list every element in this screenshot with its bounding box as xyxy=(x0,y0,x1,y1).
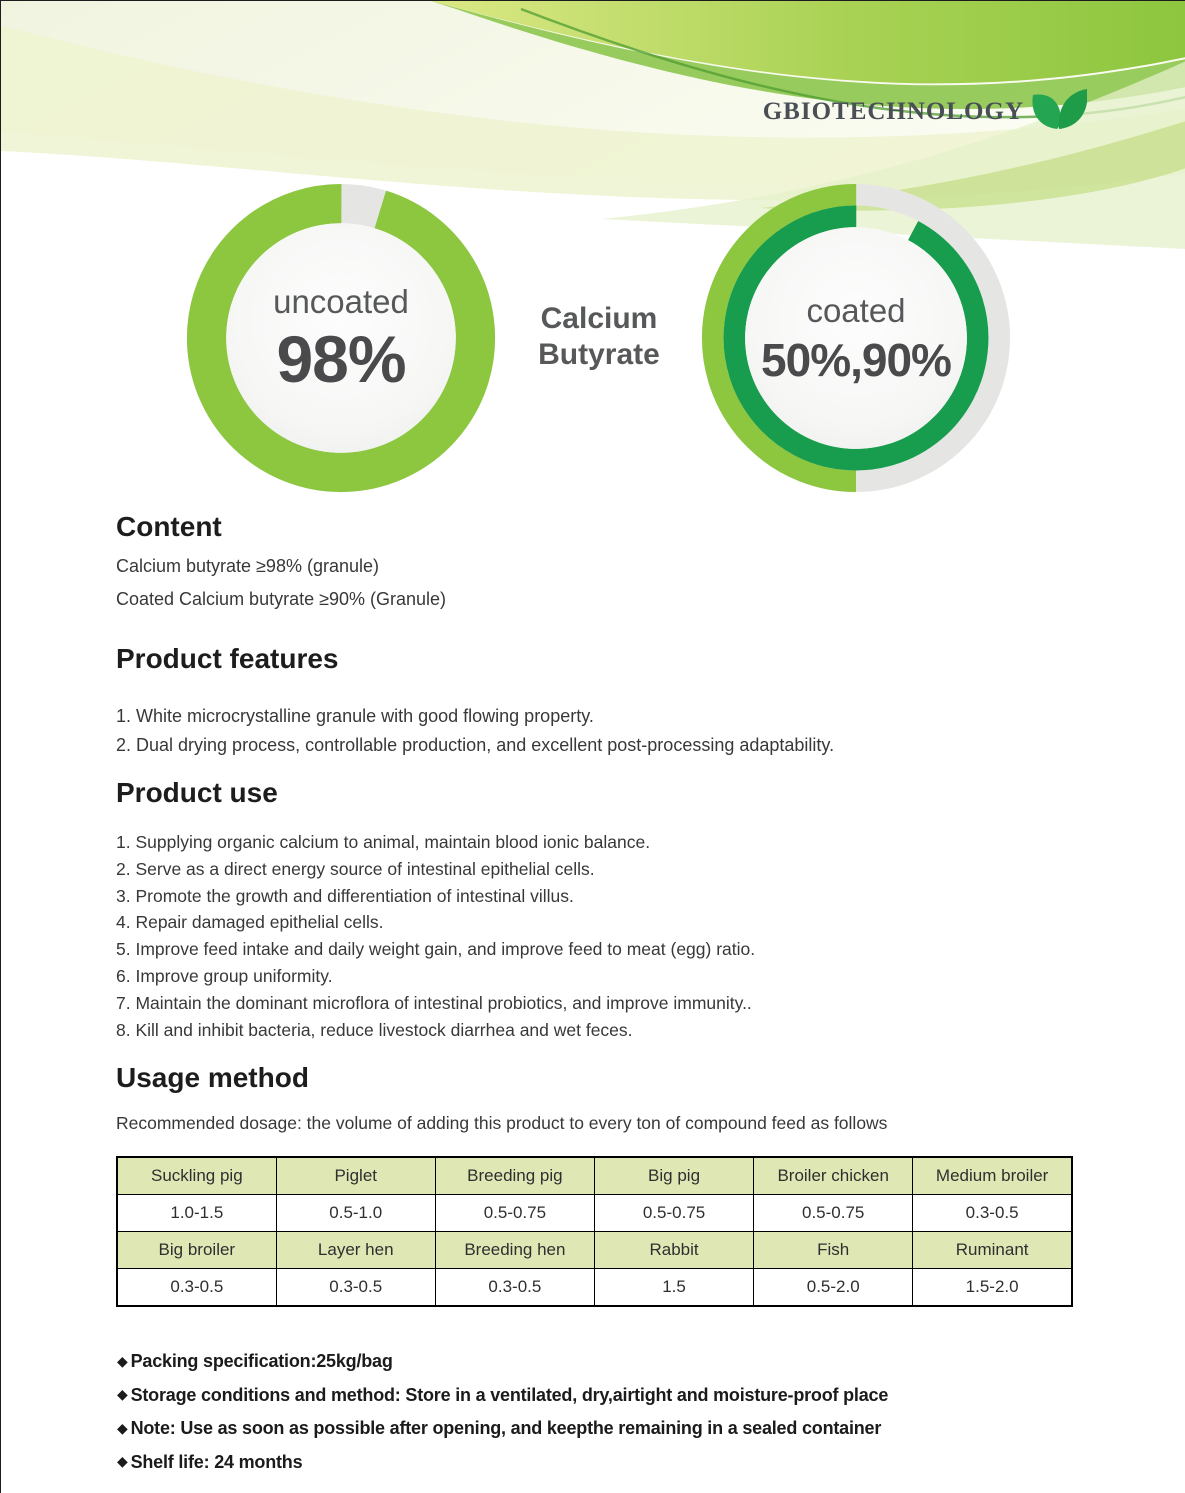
section-content: Content Calcium butyrate ≥98% (granule) … xyxy=(116,510,1076,609)
content-line: Calcium butyrate ≥98% (granule) xyxy=(116,556,379,576)
dosage-table: Suckling pig Piglet Breeding pig Big pig… xyxy=(116,1156,1073,1307)
section-product-features: Product features 1. White microcrystalli… xyxy=(116,642,1076,759)
value-cell: 0.3-0.5 xyxy=(116,1268,277,1307)
header-cell: Piglet xyxy=(275,1156,436,1195)
header-cell: Big broiler xyxy=(116,1231,277,1269)
value-cell: 0.5-0.75 xyxy=(593,1194,755,1232)
coated-donut-rings xyxy=(701,183,1011,493)
value-cell: 1.0-1.5 xyxy=(116,1194,277,1232)
coated-label: coated xyxy=(806,291,906,329)
header-cell: Big pig xyxy=(593,1156,755,1195)
list-item: 3. Promote the growth and differentiatio… xyxy=(116,885,574,906)
list-item: 1. Supplying organic calcium to animal, … xyxy=(116,832,651,852)
footnote-text: Shelf life: 24 months xyxy=(130,1451,303,1472)
list-item: 8. Kill and inhibit bacteria, reduce liv… xyxy=(116,1019,633,1040)
list-item: 6. Improve group uniformity. xyxy=(116,965,333,986)
diamond-bullet-icon: ◆ xyxy=(117,1453,128,1469)
footnote-item: ◆ Packing specification:25kg/bag xyxy=(117,1345,1077,1379)
value-cell: 1.5-2.0 xyxy=(912,1268,1073,1307)
header-cell: Suckling pig xyxy=(116,1156,277,1195)
content-heading: Content xyxy=(116,511,222,542)
header-cell: Fish xyxy=(753,1231,914,1269)
product-features-heading: Product features xyxy=(116,643,339,674)
section-usage-method: Usage method Recommended dosage: the vol… xyxy=(116,1061,1076,1134)
usage-method-heading: Usage method xyxy=(116,1062,309,1093)
header-cell: Medium broiler xyxy=(912,1156,1073,1195)
footnote-item: ◆ Note: Use as soon as possible after ope… xyxy=(117,1412,1077,1446)
coated-donut-chart: coated 50%,90% xyxy=(699,181,1013,495)
header-cell: Layer hen xyxy=(275,1231,436,1269)
coated-donut-labels: coated 50%,90% xyxy=(699,181,1013,495)
header-cell: Broiler chicken xyxy=(753,1156,914,1195)
uncoated-donut-ring xyxy=(186,183,496,493)
value-cell: 0.5-1.0 xyxy=(275,1194,436,1232)
header-cell: Ruminant xyxy=(912,1231,1073,1269)
value-cell: 0.3-0.5 xyxy=(275,1268,436,1307)
uncoated-value: 98% xyxy=(276,321,406,396)
value-cell: 0.5-2.0 xyxy=(753,1268,914,1307)
product-use-list: 1. Supplying organic calcium to animal, … xyxy=(116,829,1076,1043)
list-item: 7. Maintain the dominant microflora of i… xyxy=(116,992,752,1013)
footnote-item: ◆ Shelf life: 24 months xyxy=(117,1446,1077,1480)
footnote-text: Packing specification:25kg/bag xyxy=(130,1351,393,1371)
header-cell: Breeding hen xyxy=(434,1231,595,1269)
footnotes: ◆ Packing specification:25kg/bag ◆ Storage… xyxy=(117,1345,1077,1479)
brand-logo-text: GBIOTECHNOLOGY xyxy=(762,98,1024,125)
header-cell: Rabbit xyxy=(593,1231,755,1269)
list-item: 2. Dual drying process, controllable pro… xyxy=(116,734,835,755)
table-row: Suckling pig Piglet Breeding pig Big pig… xyxy=(116,1156,1073,1195)
list-item: 4. Repair damaged epithelial cells. xyxy=(116,912,384,933)
uncoated-donut-labels: uncoated 98% xyxy=(184,181,498,495)
value-cell: 0.5-0.75 xyxy=(753,1194,914,1232)
list-item: 1. White microcrystalline granule with g… xyxy=(116,706,594,726)
diamond-bullet-icon: ◆ xyxy=(117,1386,128,1402)
dosage-intro: Recommended dosage: the volume of adding… xyxy=(116,1113,888,1133)
content-line: Coated Calcium butyrate ≥90% (Granule) xyxy=(116,589,447,609)
leaf-pair-icon xyxy=(1032,89,1087,129)
value-cell: 0.5-0.75 xyxy=(434,1194,595,1232)
table-row: 0.3-0.5 0.3-0.5 0.3-0.5 1.5 0.5-2.0 1.5-… xyxy=(116,1268,1073,1307)
product-title: Calcium Butyrate xyxy=(538,302,660,371)
brand-logo: GBIOTECHNOLOGY xyxy=(763,89,1087,135)
list-item: 5. Improve feed intake and daily weight … xyxy=(116,939,756,960)
uncoated-label: uncoated xyxy=(273,282,409,320)
footnote-text: Note: Use as soon as possible after open… xyxy=(130,1418,882,1438)
coated-value: 50%,90% xyxy=(761,333,952,386)
diamond-bullet-icon: ◆ xyxy=(117,1419,128,1436)
header-wave-art xyxy=(1,1,1185,249)
product-features-list: 1. White microcrystalline granule with g… xyxy=(116,702,1076,759)
diamond-bullet-icon: ◆ xyxy=(117,1352,128,1369)
table-row: Big broiler Layer hen Breeding hen Rabbi… xyxy=(116,1231,1073,1269)
table-row: 1.0-1.5 0.5-1.0 0.5-0.75 0.5-0.75 0.5-0.… xyxy=(116,1194,1073,1232)
value-cell: 0.3-0.5 xyxy=(434,1268,595,1307)
list-item: 2. Serve as a direct energy source of in… xyxy=(116,858,595,879)
uncoated-donut-chart: uncoated 98% xyxy=(184,181,498,495)
value-cell: 1.5 xyxy=(593,1268,755,1307)
product-use-heading: Product use xyxy=(116,777,278,808)
footnote-text: Storage conditions and method: Store in … xyxy=(130,1384,889,1405)
footnote-item: ◆ Storage conditions and method: Store in… xyxy=(117,1379,1077,1413)
value-cell: 0.3-0.5 xyxy=(912,1194,1073,1232)
header-cell: Breeding pig xyxy=(434,1156,595,1195)
section-product-use: Product use 1. Supplying organic calcium… xyxy=(116,776,1076,1043)
